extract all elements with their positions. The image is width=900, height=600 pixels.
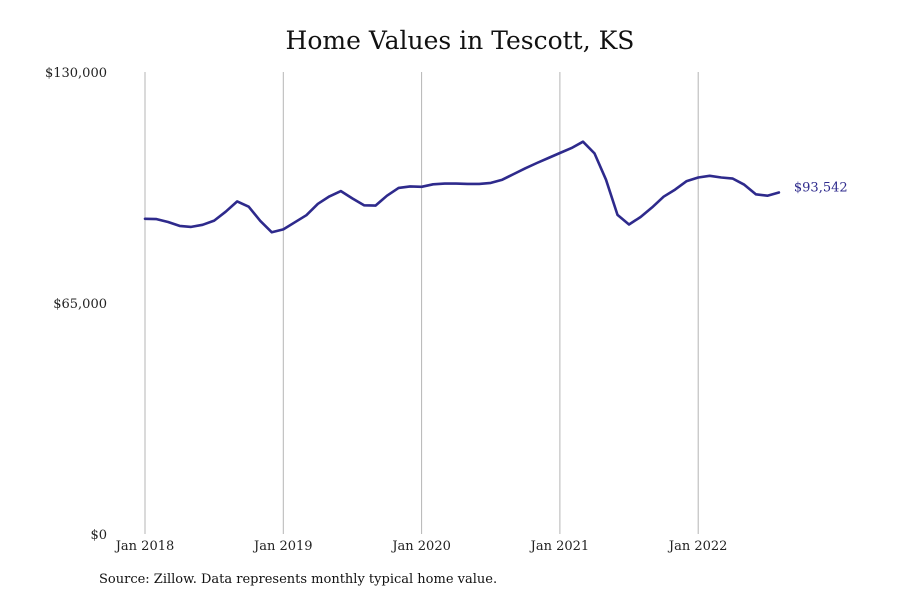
x-tick-label: Jan 2022 bbox=[667, 539, 728, 554]
source-note: Source: Zillow. Data represents monthly … bbox=[99, 572, 498, 587]
x-tick-label: Jan 2020 bbox=[390, 539, 451, 554]
x-axis-tick-labels: Jan 2018 Jan 2019 Jan 2020 Jan 2021 Jan 2022 bbox=[114, 539, 728, 554]
y-axis-tick-labels: $0 $65,000 $130,000 bbox=[45, 66, 107, 543]
series-line bbox=[143, 140, 781, 234]
x-tick-label: Jan 2018 bbox=[114, 539, 175, 554]
end-value-label: $93,542 bbox=[794, 180, 848, 195]
y-tick-label: $130,000 bbox=[45, 66, 107, 81]
y-tick-label: $0 bbox=[90, 528, 107, 543]
x-tick-label: Jan 2019 bbox=[252, 539, 313, 554]
x-tick-label: Jan 2021 bbox=[529, 539, 590, 554]
chart-title: Home Values in Tescott, KS bbox=[285, 26, 635, 55]
y-tick-label: $65,000 bbox=[53, 297, 107, 312]
series-layer: $93,542 bbox=[143, 140, 848, 234]
gridlines bbox=[144, 72, 699, 534]
